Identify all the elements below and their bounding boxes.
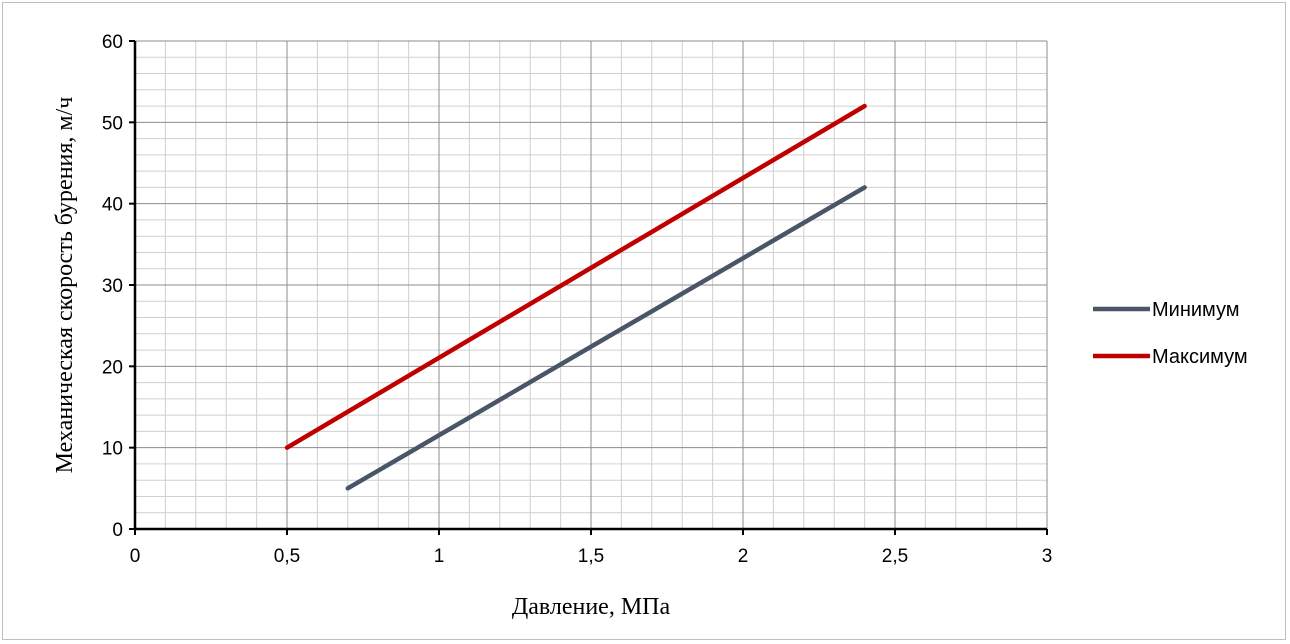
x-tick-label: 1	[434, 546, 445, 567]
y-tick-label: 10	[102, 439, 123, 460]
y-axis-title: Механическая скорость бурения, м/ч	[52, 97, 78, 474]
y-tick-label: 60	[102, 32, 123, 53]
y-tick-label: 50	[102, 113, 123, 134]
legend: Минимум Максимум	[1093, 299, 1248, 368]
y-tick-label: 20	[102, 357, 123, 378]
y-tick-label: 40	[102, 195, 123, 216]
x-axis-title: Давление, МПа	[512, 594, 671, 620]
series-line-Максимум	[284, 103, 867, 450]
y-tick-label: 0	[112, 520, 123, 541]
series-line-Минимум	[345, 185, 867, 491]
x-tick-label: 0	[130, 546, 141, 567]
x-tick-label: 1,5	[578, 546, 604, 567]
x-tick-labels: 0 0,5 1 1,5 2 2,5 3	[130, 546, 1053, 567]
y-tick-label: 30	[102, 276, 123, 297]
x-tick-label: 2	[738, 546, 749, 567]
axes	[129, 40, 1048, 535]
x-tick-label: 3	[1042, 546, 1053, 567]
legend-label: Максимум	[1152, 346, 1248, 368]
x-tick-label: 0,5	[274, 546, 300, 567]
legend-label: Минимум	[1152, 299, 1240, 321]
series-lines	[284, 103, 867, 491]
major-gridlines	[135, 40, 1048, 529]
x-tick-label: 2,5	[882, 546, 908, 567]
y-tick-labels: 0 10 20 30 40 50 60	[102, 32, 123, 541]
